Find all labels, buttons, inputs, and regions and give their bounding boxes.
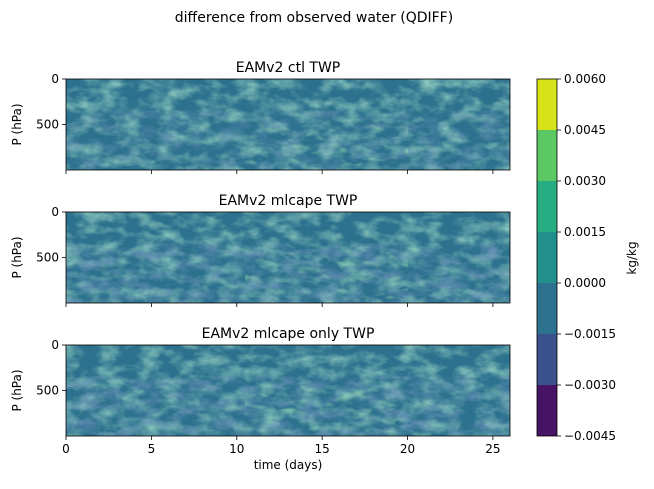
heatmap-field xyxy=(66,212,510,303)
y-axis-label: P (hPa) xyxy=(10,103,24,145)
colorbar-tick-label: 0.0045 xyxy=(564,123,606,137)
x-tick-label: 0 xyxy=(62,442,70,456)
colorbar: −0.0045 −0.0030 −0.0015 0.0000 0.0015 0.0030 0… xyxy=(536,72,639,443)
colorbar-tick-label: 0.0015 xyxy=(564,225,606,239)
panel-title: EAMv2 mlcape only TWP xyxy=(202,326,375,342)
colorbar-swatch xyxy=(537,334,557,385)
panel-title: EAMv2 ctl TWP xyxy=(236,60,341,76)
y-tick-label: 0 xyxy=(51,205,59,219)
x-tick-label: 25 xyxy=(485,442,500,456)
colorbar-swatches xyxy=(537,79,557,436)
colorbar-swatch xyxy=(537,79,557,130)
colorbar-tick-label: 0.0060 xyxy=(564,72,606,86)
figure-suptitle: difference from observed water (QDIFF) xyxy=(175,10,453,26)
y-tick-label: 500 xyxy=(36,384,59,398)
colorbar-label: kg/kg xyxy=(625,241,639,274)
colorbar-tick-label: 0.0030 xyxy=(564,174,606,188)
x-tick-label: 15 xyxy=(315,442,330,456)
panel-2: EAMv2 mlcape TWP P (hPa) 0 500 xyxy=(10,193,511,307)
y-axis-label: P (hPa) xyxy=(10,369,24,411)
colorbar-swatch xyxy=(537,232,557,283)
x-tick-label: 10 xyxy=(229,442,244,456)
y-tick-label: 0 xyxy=(51,72,59,86)
x-tick-label: 5 xyxy=(148,442,156,456)
colorbar-ticks: −0.0045 −0.0030 −0.0015 0.0000 0.0015 0.0030 0… xyxy=(557,72,616,443)
x-tick-label: 20 xyxy=(400,442,415,456)
colorbar-swatch xyxy=(537,283,557,334)
x-axis-label: time (days) xyxy=(254,458,323,472)
colorbar-tick-label: −0.0030 xyxy=(564,378,616,392)
colorbar-frame xyxy=(536,78,558,437)
colorbar-tick-label: 0.0000 xyxy=(564,276,606,290)
colorbar-swatch xyxy=(537,385,557,436)
y-tick-label: 500 xyxy=(36,251,59,265)
heatmap-field xyxy=(66,345,510,436)
colorbar-tick-label: −0.0045 xyxy=(564,429,616,443)
panel-1: EAMv2 ctl TWP P (hPa) 0 500 xyxy=(10,60,511,174)
y-tick-label: 500 xyxy=(36,118,59,132)
colorbar-swatch xyxy=(537,181,557,232)
colorbar-tick-label: −0.0015 xyxy=(564,327,616,341)
colorbar-swatch xyxy=(537,130,557,181)
heatmap-field xyxy=(66,79,510,170)
panel-title: EAMv2 mlcape TWP xyxy=(219,193,358,209)
y-tick-label: 0 xyxy=(51,338,59,352)
panel-3: EAMv2 mlcape only TWP P (hPa) 0 500 0 5 10 15 20… xyxy=(10,326,511,472)
y-axis-label: P (hPa) xyxy=(10,236,24,278)
